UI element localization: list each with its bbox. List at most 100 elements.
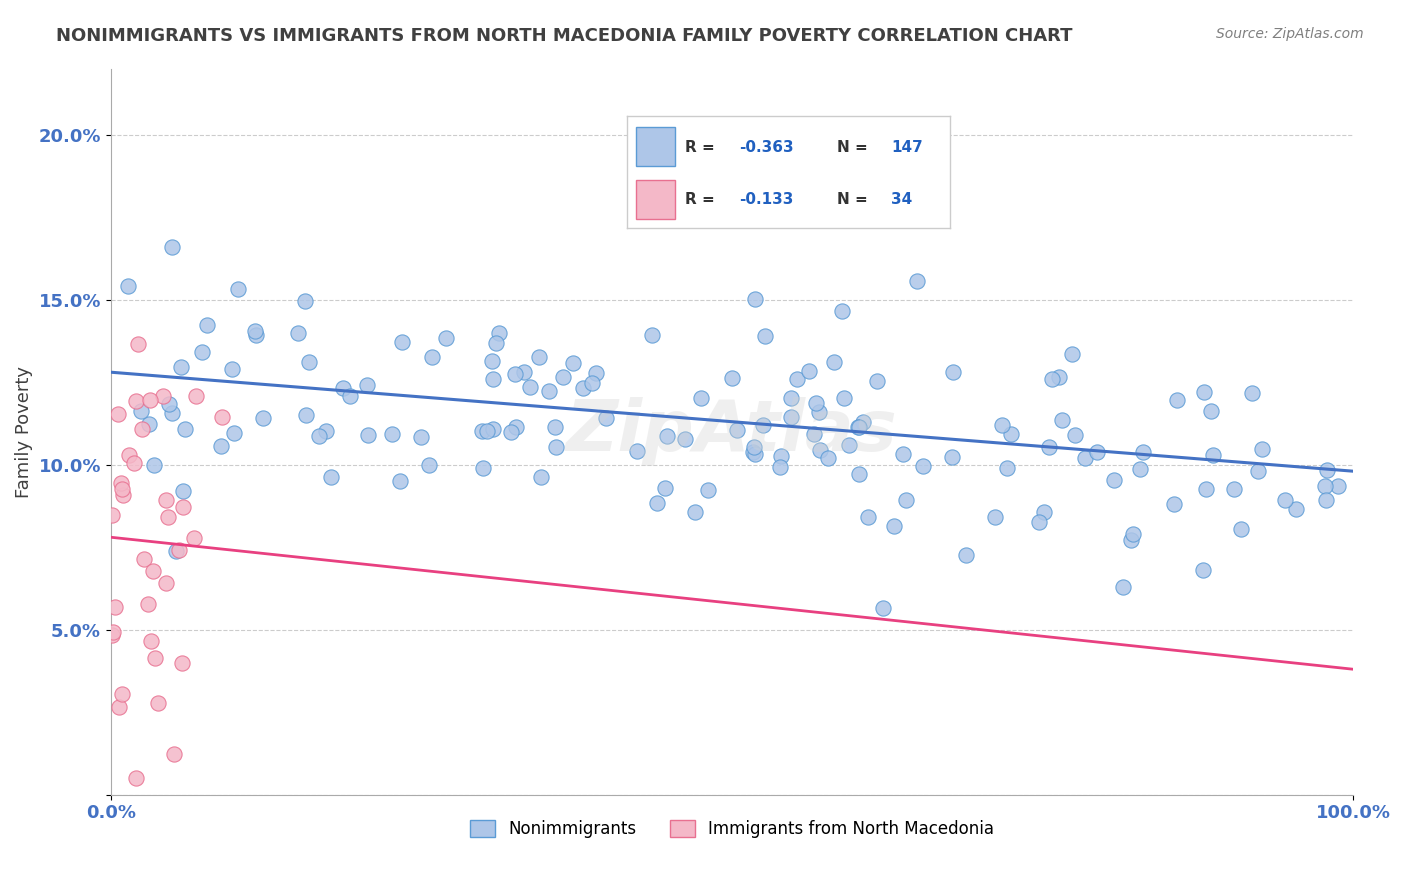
- Point: [1132, 445, 1154, 459]
- Point: [1074, 451, 1097, 466]
- Point: [807, 405, 830, 419]
- Point: [779, 410, 801, 425]
- Point: [858, 510, 880, 524]
- Point: [156, 509, 179, 524]
- Point: [127, 337, 149, 351]
- Point: [1315, 478, 1337, 492]
- Point: [117, 449, 139, 463]
- Point: [162, 240, 184, 254]
- Point: [742, 445, 765, 459]
- Point: [1250, 442, 1272, 456]
- Point: [1085, 445, 1108, 459]
- Point: [111, 482, 134, 496]
- Point: [170, 656, 193, 670]
- Point: [101, 508, 124, 523]
- Point: [742, 440, 765, 454]
- Point: [505, 419, 527, 434]
- Point: [339, 388, 361, 402]
- Point: [111, 488, 134, 502]
- Point: [139, 392, 162, 407]
- Point: [1028, 515, 1050, 529]
- Point: [107, 407, 129, 421]
- Point: [224, 425, 246, 440]
- Point: [543, 419, 565, 434]
- Point: [152, 389, 174, 403]
- Point: [131, 403, 153, 417]
- Point: [477, 424, 499, 438]
- Point: [1047, 369, 1070, 384]
- Point: [744, 292, 766, 306]
- Point: [640, 327, 662, 342]
- Point: [157, 397, 180, 411]
- Point: [1038, 440, 1060, 454]
- Point: [211, 410, 233, 425]
- Point: [125, 771, 148, 785]
- Point: [391, 334, 413, 349]
- Point: [172, 483, 194, 498]
- Point: [866, 374, 889, 388]
- Point: [751, 417, 773, 432]
- Point: [779, 391, 801, 405]
- Point: [831, 303, 853, 318]
- Point: [581, 376, 603, 391]
- Point: [143, 651, 166, 665]
- Point: [519, 380, 541, 394]
- Point: [315, 424, 337, 438]
- Point: [332, 381, 354, 395]
- Point: [891, 447, 914, 461]
- Point: [298, 355, 321, 369]
- Text: Source: ZipAtlas.com: Source: ZipAtlas.com: [1216, 27, 1364, 41]
- Point: [551, 369, 574, 384]
- Point: [683, 506, 706, 520]
- Point: [184, 389, 207, 403]
- Point: [485, 335, 508, 350]
- Point: [243, 324, 266, 338]
- Point: [571, 381, 593, 395]
- Point: [804, 396, 827, 410]
- Point: [991, 417, 1014, 432]
- Point: [167, 542, 190, 557]
- Point: [852, 415, 875, 429]
- Point: [721, 371, 744, 385]
- Point: [143, 458, 166, 473]
- Point: [422, 350, 444, 364]
- Point: [905, 274, 928, 288]
- Point: [538, 384, 561, 399]
- Point: [690, 391, 713, 405]
- Point: [912, 458, 935, 473]
- Point: [1050, 413, 1073, 427]
- Text: ZipAtlas: ZipAtlas: [567, 397, 898, 467]
- Point: [769, 449, 792, 463]
- Point: [645, 495, 668, 509]
- Point: [110, 476, 132, 491]
- Point: [117, 279, 139, 293]
- Point: [103, 625, 125, 640]
- Point: [744, 447, 766, 461]
- Point: [434, 331, 457, 345]
- Point: [1285, 502, 1308, 516]
- Point: [174, 422, 197, 436]
- Point: [108, 700, 131, 714]
- Point: [101, 628, 124, 642]
- Point: [308, 429, 330, 443]
- Point: [896, 492, 918, 507]
- Point: [138, 417, 160, 431]
- Point: [1122, 527, 1144, 541]
- Point: [1033, 505, 1056, 519]
- Point: [654, 481, 676, 495]
- Point: [409, 430, 432, 444]
- Point: [527, 350, 550, 364]
- Point: [585, 366, 607, 380]
- Point: [481, 354, 503, 368]
- Point: [1000, 427, 1022, 442]
- Point: [221, 361, 243, 376]
- Point: [132, 552, 155, 566]
- Point: [488, 326, 510, 340]
- Point: [995, 461, 1018, 475]
- Point: [245, 328, 267, 343]
- Point: [295, 408, 318, 422]
- Point: [1163, 497, 1185, 511]
- Point: [817, 451, 839, 466]
- Point: [482, 372, 505, 386]
- Point: [357, 428, 380, 442]
